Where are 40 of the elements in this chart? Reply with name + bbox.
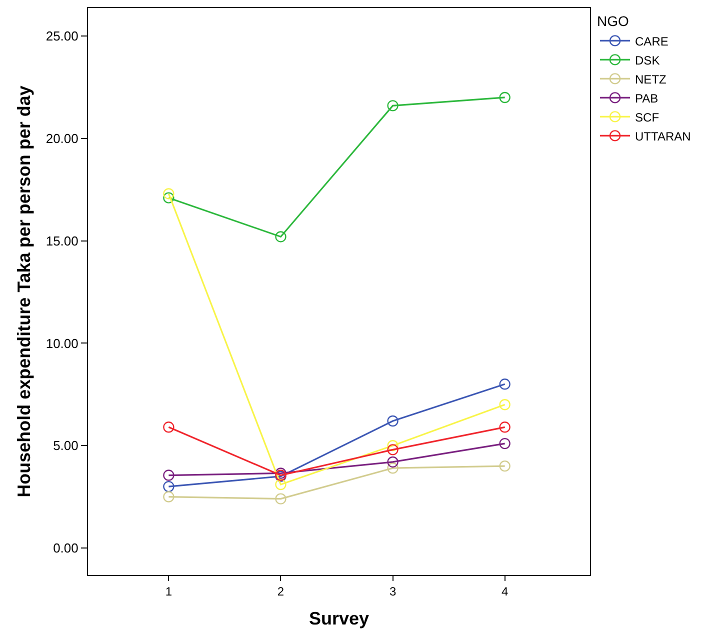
y-tick-label: 15.00 [46,233,78,248]
point [387,100,398,112]
y-tick-label: 25.00 [46,28,78,44]
point [499,422,510,433]
point [499,399,510,410]
point [163,491,174,502]
x-tick-label: 1 [165,584,172,598]
point [163,480,174,492]
point [499,92,510,104]
point [387,456,398,468]
y-tick-label: 10.00 [46,336,78,351]
legend-label: UTTARAN [635,129,691,144]
legend-label: PAB [635,91,658,106]
legend-label: SCF [635,110,660,124]
x-tick-label: 4 [501,584,508,598]
legend-title: NGO [597,13,630,30]
point [163,470,174,481]
x-tick-label: 3 [389,584,396,598]
point [499,460,510,472]
y-tick-label: 20.00 [46,130,78,146]
x-tick-label: 2 [277,584,284,598]
x-axis-title: Survey [308,608,370,628]
point [275,493,286,504]
point [499,378,510,390]
point [163,192,174,204]
point [387,444,398,456]
point [499,438,510,450]
y-tick-label: 5.00 [53,438,78,454]
point [275,478,286,490]
point [387,440,398,452]
legend-label: CARE [635,34,668,48]
point [275,231,286,242]
point [387,415,398,427]
y-axis-title: Household expenditure Taka per person per day [14,86,34,498]
point [387,462,398,474]
y-tick-label: 0.00 [53,540,78,556]
legend-label: DSK [635,53,660,68]
point [163,188,174,200]
point [163,422,174,433]
legend-label: NETZ [635,72,666,86]
